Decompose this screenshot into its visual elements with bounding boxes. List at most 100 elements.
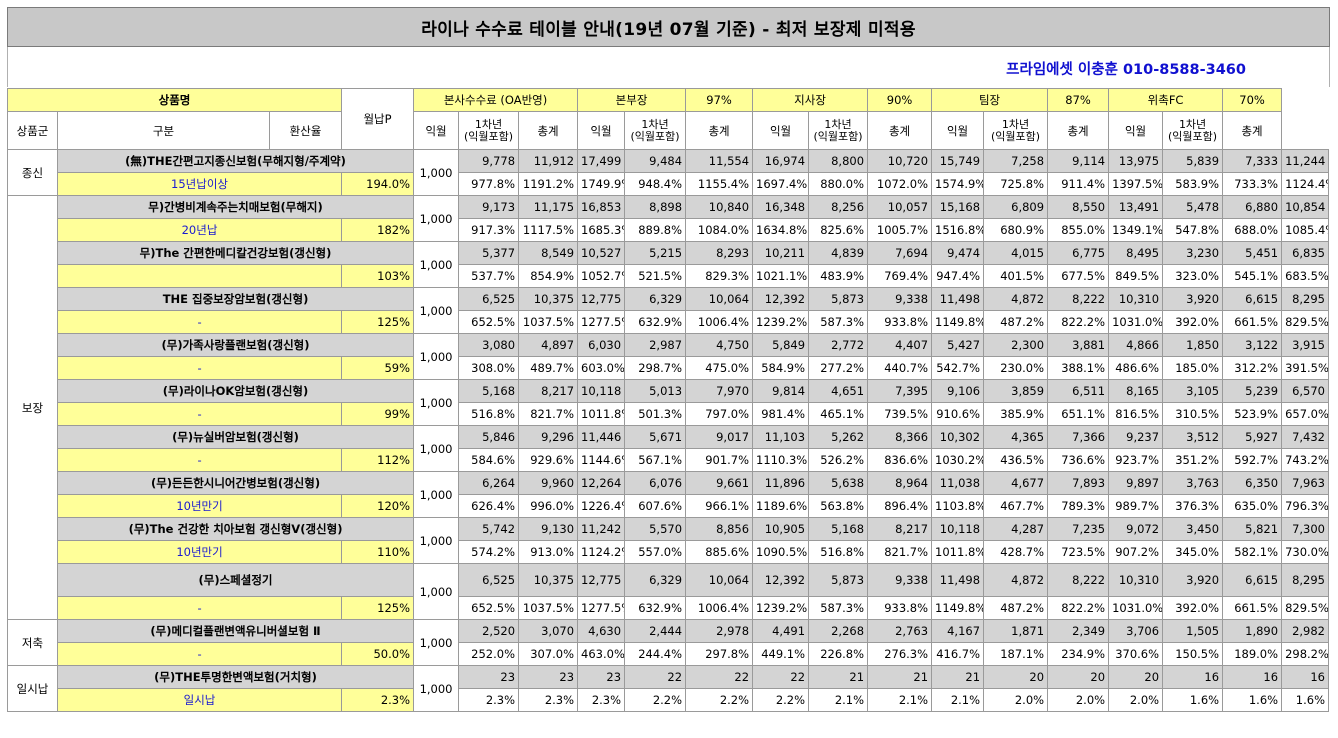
commission-percent: 323.0% xyxy=(1162,264,1224,288)
commission-percent: 829.3% xyxy=(685,264,754,288)
commission-value: 6,525 xyxy=(458,287,520,311)
commission-value: 8,222 xyxy=(1047,563,1110,597)
commission-value: 11,244 xyxy=(1281,149,1329,173)
header-group-label: 상품군 xyxy=(7,111,58,150)
commission-percent: 582.1% xyxy=(1222,540,1283,564)
group-header-3: 팀장 xyxy=(931,88,1049,112)
commission-value: 8,295 xyxy=(1281,287,1329,311)
commission-percent: 1226.4% xyxy=(577,494,626,518)
commission-value: 16 xyxy=(1281,665,1329,689)
commission-value: 6,264 xyxy=(458,471,520,495)
commission-percent: 688.0% xyxy=(1222,218,1283,242)
commission-percent: 1277.5% xyxy=(577,310,626,334)
conversion-rate: 125% xyxy=(341,310,415,334)
sub-header-b: 1차년 (익월포함) xyxy=(808,111,869,150)
commission-percent: 1006.4% xyxy=(685,596,754,620)
commission-value: 12,392 xyxy=(752,287,810,311)
commission-value: 1,890 xyxy=(1222,619,1283,643)
commission-percent: 901.7% xyxy=(685,448,754,472)
commission-percent: 308.0% xyxy=(458,356,520,380)
commission-percent: 632.9% xyxy=(624,310,687,334)
commission-value: 8,222 xyxy=(1047,287,1110,311)
commission-value: 9,897 xyxy=(1108,471,1164,495)
group-cell: 저축 xyxy=(7,619,58,666)
commission-percent: 587.3% xyxy=(808,596,869,620)
commission-percent: 603.0% xyxy=(577,356,626,380)
commission-value: 4,407 xyxy=(867,333,933,357)
conversion-rate: 2.3% xyxy=(341,688,415,712)
commission-percent: 1.6% xyxy=(1222,688,1283,712)
commission-percent: 226.8% xyxy=(808,642,869,666)
sub-header-c: 총계 xyxy=(1222,111,1283,150)
commission-percent: 855.0% xyxy=(1047,218,1110,242)
commission-value: 8,800 xyxy=(808,149,869,173)
commission-percent: 652.5% xyxy=(458,310,520,334)
commission-value: 6,880 xyxy=(1222,195,1283,219)
commission-value: 3,763 xyxy=(1162,471,1224,495)
commission-value: 3,859 xyxy=(983,379,1049,403)
commission-percent: 989.7% xyxy=(1108,494,1164,518)
sub-header-a: 익월 xyxy=(931,111,985,150)
product-name: (무)The 건강한 치아보험 갱신형V(갱신형) xyxy=(56,517,415,541)
monthly-premium: 1,000 xyxy=(413,149,460,196)
commission-value: 5,849 xyxy=(752,333,810,357)
commission-value: 16,974 xyxy=(752,149,810,173)
commission-percent: 307.0% xyxy=(518,642,579,666)
commission-value: 8,295 xyxy=(1281,563,1329,597)
commission-percent: 1144.6% xyxy=(577,448,626,472)
commission-percent: 150.5% xyxy=(1162,642,1224,666)
commission-percent: 2.0% xyxy=(1047,688,1110,712)
commission-percent: 1349.1% xyxy=(1108,218,1164,242)
commission-percent: 1.6% xyxy=(1162,688,1224,712)
product-name: 무)The 간편한메디칼건강보험(갱신형) xyxy=(56,241,415,265)
commission-value: 1,871 xyxy=(983,619,1049,643)
product-name: (무)뉴실버암보험(갱신형) xyxy=(56,425,415,449)
commission-value: 4,015 xyxy=(983,241,1049,265)
commission-value: 11,103 xyxy=(752,425,810,449)
commission-percent: 661.5% xyxy=(1222,310,1283,334)
commission-percent: 244.4% xyxy=(624,642,687,666)
commission-percent: 821.7% xyxy=(867,540,933,564)
commission-percent: 947.4% xyxy=(931,264,985,288)
commission-value: 10,375 xyxy=(518,287,579,311)
commission-percent: 574.2% xyxy=(458,540,520,564)
commission-percent: 1634.8% xyxy=(752,218,810,242)
product-name: (무)THE투명한변액보험(거치형) xyxy=(56,665,415,689)
commission-value: 10,064 xyxy=(685,563,754,597)
product-category: - xyxy=(56,310,343,334)
commission-percent: 1011.8% xyxy=(577,402,626,426)
monthly-premium: 1,000 xyxy=(413,665,460,712)
commission-value: 9,484 xyxy=(624,149,687,173)
commission-percent: 545.1% xyxy=(1222,264,1283,288)
commission-percent: 416.7% xyxy=(931,642,985,666)
group-header-2: 지사장 xyxy=(752,88,869,112)
commission-percent: 187.1% xyxy=(983,642,1049,666)
commission-percent: 521.5% xyxy=(624,264,687,288)
commission-value: 11,038 xyxy=(931,471,985,495)
commission-value: 2,763 xyxy=(867,619,933,643)
commission-value: 5,478 xyxy=(1162,195,1224,219)
commission-percent: 277.2% xyxy=(808,356,869,380)
monthly-premium: 1,000 xyxy=(413,619,460,666)
commission-percent: 821.7% xyxy=(518,402,579,426)
commission-percent: 796.3% xyxy=(1281,494,1329,518)
commission-percent: 501.3% xyxy=(624,402,687,426)
commission-percent: 376.3% xyxy=(1162,494,1224,518)
commission-value: 21 xyxy=(808,665,869,689)
commission-percent: 1037.5% xyxy=(518,596,579,620)
commission-value: 5,846 xyxy=(458,425,520,449)
sub-header-a: 익월 xyxy=(413,111,460,150)
product-name: (무)든든한시니어간병보험(갱신형) xyxy=(56,471,415,495)
monthly-premium: 1,000 xyxy=(413,379,460,426)
commission-value: 22 xyxy=(624,665,687,689)
commission-value: 6,030 xyxy=(577,333,626,357)
commission-value: 3,230 xyxy=(1162,241,1224,265)
commission-value: 9,778 xyxy=(458,149,520,173)
commission-value: 9,338 xyxy=(867,563,933,597)
commission-percent: 651.1% xyxy=(1047,402,1110,426)
commission-percent: 854.9% xyxy=(518,264,579,288)
conversion-rate: 120% xyxy=(341,494,415,518)
header-category: 구분 xyxy=(57,111,270,150)
commission-value: 13,491 xyxy=(1108,195,1164,219)
commission-value: 9,960 xyxy=(518,471,579,495)
